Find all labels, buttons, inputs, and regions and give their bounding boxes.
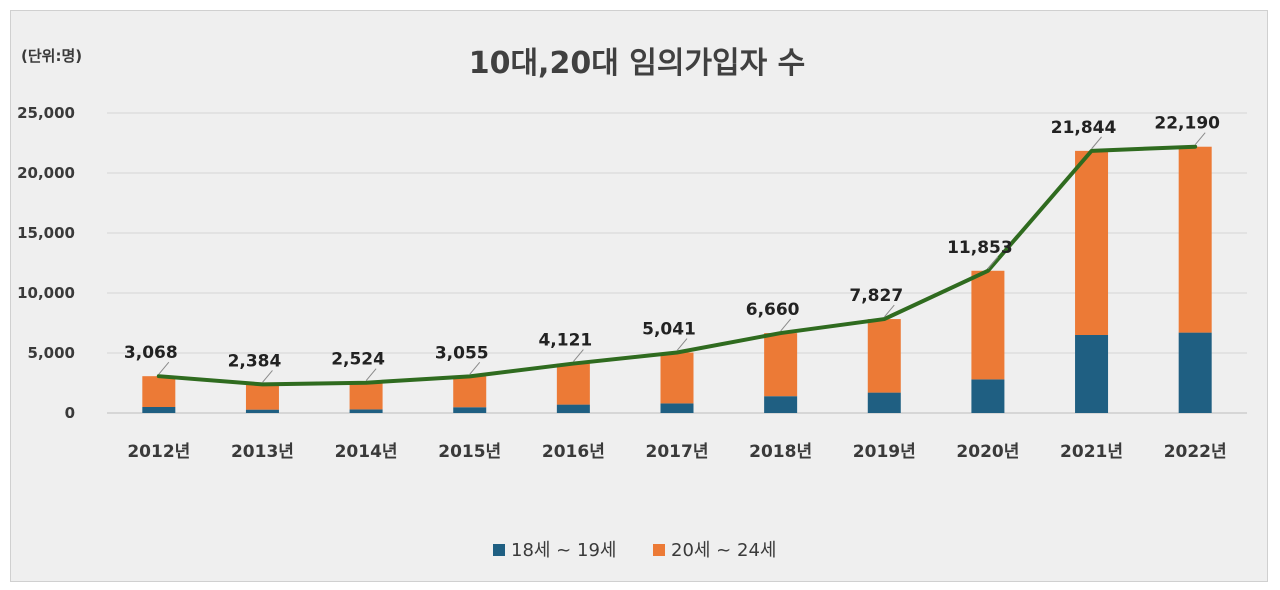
- legend: 18세 ~ 19세 20세 ~ 24세: [493, 540, 776, 561]
- total-line-path: [156, 144, 1198, 387]
- chart-title: 10대,20대 임의가입자 수: [469, 46, 806, 81]
- data-label-leader: [469, 362, 481, 375]
- bar-age-18-19: [660, 403, 694, 413]
- y-tick-label: 0: [65, 404, 75, 422]
- chart-svg: (단위:명) 10대,20대 임의가입자 수 0 5,000 10,000 15,00…: [17, 46, 1247, 561]
- data-labels: 3,068 2,384 2,524 3,055 4,121 5,041 6,660 7,827…: [124, 114, 1220, 383]
- bar-age-20-24: [1178, 146, 1212, 333]
- x-axis-ticks: 2012년 2013년 2014년 2015년 2016년 2017년 2018년 2019년…: [127, 442, 1226, 462]
- bar-age-18-19: [142, 407, 176, 413]
- legend-swatch: [653, 544, 665, 556]
- data-label: 22,190: [1154, 114, 1220, 134]
- bar-age-20-24: [867, 319, 901, 393]
- bar-age-18-19: [1178, 332, 1212, 413]
- gridlines: [107, 112, 1247, 414]
- bar-age-20-24: [1075, 150, 1109, 335]
- y-axis-ticks: 0 5,000 10,000 15,000 20,000 25,000: [17, 104, 75, 422]
- bar-age-20-24: [349, 382, 383, 410]
- data-label-leader: [676, 338, 688, 351]
- y-tick-label: 10,000: [17, 284, 75, 302]
- bar-age-18-19: [971, 379, 1005, 413]
- legend-label: 18세 ~ 19세: [511, 540, 616, 561]
- data-label: 2,384: [228, 351, 282, 371]
- bar-age-20-24: [971, 270, 1005, 380]
- data-label: 4,121: [538, 331, 592, 351]
- bar-age-20-24: [453, 376, 487, 408]
- x-tick-label: 2021년: [1060, 442, 1123, 462]
- bar-age-20-24: [764, 333, 798, 397]
- x-tick-label: 2019년: [853, 442, 916, 462]
- bar-age-18-19: [556, 404, 590, 413]
- x-tick-label: 2018년: [749, 442, 812, 462]
- chart-frame: (단위:명) 10대,20대 임의가입자 수 0 5,000 10,000 15,00…: [10, 10, 1268, 582]
- x-tick-label: 2022년: [1164, 442, 1227, 462]
- bar-age-18-19: [245, 409, 279, 413]
- data-label: 3,055: [435, 343, 489, 363]
- data-label-leader: [262, 370, 273, 383]
- data-label-leader: [158, 361, 170, 375]
- data-label-leader: [987, 256, 999, 270]
- data-label: 11,853: [947, 238, 1013, 258]
- y-tick-label: 20,000: [17, 164, 75, 182]
- data-label: 2,524: [331, 350, 385, 370]
- data-label: 21,844: [1051, 118, 1117, 138]
- bar-age-18-19: [1075, 335, 1109, 413]
- unit-label: (단위:명): [21, 47, 82, 65]
- y-tick-label: 15,000: [17, 224, 75, 242]
- bars: [142, 146, 1212, 413]
- bar-age-20-24: [245, 384, 279, 410]
- data-label: 6,660: [746, 300, 800, 320]
- data-label: 5,041: [642, 320, 696, 340]
- data-label-leader: [1091, 136, 1102, 150]
- data-label: 7,827: [849, 286, 903, 306]
- x-tick-label: 2013년: [231, 442, 294, 462]
- legend-label: 20세 ~ 24세: [671, 540, 776, 561]
- x-tick-label: 2020년: [956, 442, 1019, 462]
- bar-age-18-19: [453, 407, 487, 413]
- data-label-leader: [365, 368, 377, 382]
- data-label: 3,068: [124, 343, 178, 363]
- total-line: [156, 144, 1198, 387]
- data-label-leader: [1194, 132, 1206, 146]
- x-tick-label: 2017년: [646, 442, 709, 462]
- legend-swatch: [493, 544, 505, 556]
- bar-age-20-24: [556, 363, 590, 405]
- bar-age-20-24: [660, 352, 694, 404]
- x-tick-label: 2015년: [438, 442, 501, 462]
- x-tick-label: 2014년: [335, 442, 398, 462]
- x-tick-label: 2016년: [542, 442, 605, 462]
- data-label-leader: [780, 318, 792, 332]
- bar-age-18-19: [349, 409, 383, 413]
- bar-age-18-19: [867, 392, 901, 413]
- y-tick-label: 25,000: [17, 104, 75, 122]
- data-label-leader: [883, 304, 895, 318]
- data-label-leader: [572, 349, 584, 362]
- x-tick-label: 2012년: [127, 442, 190, 462]
- bar-age-20-24: [142, 376, 176, 407]
- y-tick-label: 5,000: [28, 344, 75, 362]
- bar-age-18-19: [764, 396, 798, 413]
